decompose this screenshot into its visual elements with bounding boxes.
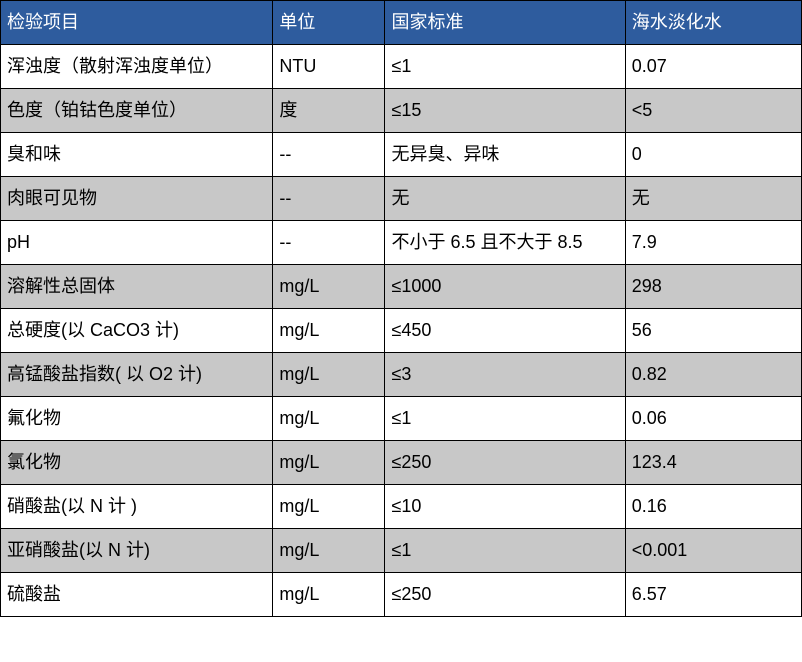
cell-unit: mg/L <box>273 265 385 309</box>
table-row: 臭和味 -- 无异臭、异味 0 <box>1 133 802 177</box>
cell-unit: mg/L <box>273 441 385 485</box>
cell-item: 氟化物 <box>1 397 273 441</box>
cell-standard: ≤1 <box>385 529 625 573</box>
cell-result: 298 <box>625 265 801 309</box>
cell-item: 亚硝酸盐(以 N 计) <box>1 529 273 573</box>
cell-unit: 度 <box>273 89 385 133</box>
table-row: 氟化物 mg/L ≤1 0.06 <box>1 397 802 441</box>
cell-result: 无 <box>625 177 801 221</box>
col-header-result: 海水淡化水 <box>625 1 801 45</box>
cell-result: <5 <box>625 89 801 133</box>
cell-unit: -- <box>273 221 385 265</box>
table-row: 高锰酸盐指数( 以 O2 计) mg/L ≤3 0.82 <box>1 353 802 397</box>
col-header-unit: 单位 <box>273 1 385 45</box>
cell-unit: mg/L <box>273 529 385 573</box>
table-header: 检验项目 单位 国家标准 海水淡化水 <box>1 1 802 45</box>
cell-item: 硝酸盐(以 N 计 ) <box>1 485 273 529</box>
cell-standard: ≤250 <box>385 573 625 617</box>
cell-standard: ≤1 <box>385 45 625 89</box>
cell-item: pH <box>1 221 273 265</box>
header-row: 检验项目 单位 国家标准 海水淡化水 <box>1 1 802 45</box>
cell-unit: mg/L <box>273 309 385 353</box>
cell-unit: mg/L <box>273 573 385 617</box>
cell-result: <0.001 <box>625 529 801 573</box>
table-row: 肉眼可见物 -- 无 无 <box>1 177 802 221</box>
table-row: 溶解性总固体 mg/L ≤1000 298 <box>1 265 802 309</box>
table-row: pH -- 不小于 6.5 且不大于 8.5 7.9 <box>1 221 802 265</box>
cell-item: 硫酸盐 <box>1 573 273 617</box>
cell-item: 色度（铂钴色度单位） <box>1 89 273 133</box>
cell-result: 0.06 <box>625 397 801 441</box>
cell-item: 总硬度(以 CaCO3 计) <box>1 309 273 353</box>
cell-standard: ≤450 <box>385 309 625 353</box>
cell-unit: NTU <box>273 45 385 89</box>
cell-unit: -- <box>273 133 385 177</box>
cell-unit: mg/L <box>273 353 385 397</box>
cell-result: 0.82 <box>625 353 801 397</box>
table-row: 硝酸盐(以 N 计 ) mg/L ≤10 0.16 <box>1 485 802 529</box>
cell-unit: mg/L <box>273 397 385 441</box>
cell-item: 溶解性总固体 <box>1 265 273 309</box>
cell-item: 高锰酸盐指数( 以 O2 计) <box>1 353 273 397</box>
cell-item: 氯化物 <box>1 441 273 485</box>
cell-unit: mg/L <box>273 485 385 529</box>
cell-standard: ≤1000 <box>385 265 625 309</box>
table-row: 硫酸盐 mg/L ≤250 6.57 <box>1 573 802 617</box>
cell-unit: -- <box>273 177 385 221</box>
col-header-item: 检验项目 <box>1 1 273 45</box>
cell-standard: 无异臭、异味 <box>385 133 625 177</box>
cell-item: 肉眼可见物 <box>1 177 273 221</box>
cell-standard: 不小于 6.5 且不大于 8.5 <box>385 221 625 265</box>
water-quality-table: 检验项目 单位 国家标准 海水淡化水 浑浊度（散射浑浊度单位） NTU ≤1 0… <box>0 0 802 617</box>
table-row: 色度（铂钴色度单位） 度 ≤15 <5 <box>1 89 802 133</box>
cell-result: 0.07 <box>625 45 801 89</box>
table-row: 氯化物 mg/L ≤250 123.4 <box>1 441 802 485</box>
cell-result: 0 <box>625 133 801 177</box>
cell-standard: ≤15 <box>385 89 625 133</box>
cell-result: 7.9 <box>625 221 801 265</box>
cell-standard: ≤1 <box>385 397 625 441</box>
cell-item: 浑浊度（散射浑浊度单位） <box>1 45 273 89</box>
col-header-standard: 国家标准 <box>385 1 625 45</box>
cell-item: 臭和味 <box>1 133 273 177</box>
cell-standard: ≤250 <box>385 441 625 485</box>
water-quality-table-container: 检验项目 单位 国家标准 海水淡化水 浑浊度（散射浑浊度单位） NTU ≤1 0… <box>0 0 802 617</box>
cell-standard: ≤3 <box>385 353 625 397</box>
table-row: 浑浊度（散射浑浊度单位） NTU ≤1 0.07 <box>1 45 802 89</box>
cell-result: 0.16 <box>625 485 801 529</box>
table-row: 总硬度(以 CaCO3 计) mg/L ≤450 56 <box>1 309 802 353</box>
cell-result: 123.4 <box>625 441 801 485</box>
cell-result: 6.57 <box>625 573 801 617</box>
cell-result: 56 <box>625 309 801 353</box>
table-row: 亚硝酸盐(以 N 计) mg/L ≤1 <0.001 <box>1 529 802 573</box>
cell-standard: ≤10 <box>385 485 625 529</box>
cell-standard: 无 <box>385 177 625 221</box>
table-body: 浑浊度（散射浑浊度单位） NTU ≤1 0.07 色度（铂钴色度单位） 度 ≤1… <box>1 45 802 617</box>
